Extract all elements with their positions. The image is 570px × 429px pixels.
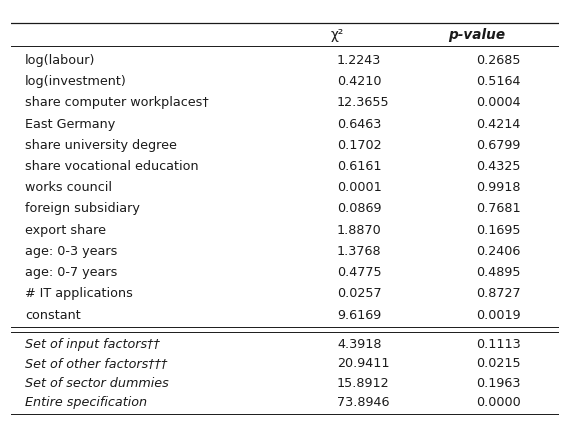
Text: 20.9411: 20.9411 [337, 357, 389, 370]
Text: 12.3655: 12.3655 [337, 97, 390, 109]
Text: 4.3918: 4.3918 [337, 338, 381, 351]
Text: 1.2243: 1.2243 [337, 54, 381, 67]
Text: log(labour): log(labour) [25, 54, 95, 67]
Text: 0.4214: 0.4214 [477, 118, 521, 130]
Text: 0.1702: 0.1702 [337, 139, 381, 152]
Text: Set of other factors†††: Set of other factors††† [25, 357, 168, 370]
Text: 0.1963: 0.1963 [477, 377, 521, 390]
Text: p-value: p-value [448, 28, 505, 42]
Text: 0.6463: 0.6463 [337, 118, 381, 130]
Text: share university degree: share university degree [25, 139, 177, 152]
Text: 0.0257: 0.0257 [337, 287, 381, 300]
Text: 0.2685: 0.2685 [477, 54, 521, 67]
Text: Entire specification: Entire specification [25, 396, 147, 409]
Text: 0.0215: 0.0215 [477, 357, 521, 370]
Text: χ²: χ² [331, 28, 344, 42]
Text: share vocational education: share vocational education [25, 160, 199, 173]
Text: foreign subsidiary: foreign subsidiary [25, 202, 140, 215]
Text: East Germany: East Germany [25, 118, 115, 130]
Text: 0.6161: 0.6161 [337, 160, 381, 173]
Text: 0.8727: 0.8727 [477, 287, 521, 300]
Text: 1.3768: 1.3768 [337, 245, 381, 258]
Text: 0.1695: 0.1695 [477, 224, 521, 237]
Text: 0.1113: 0.1113 [477, 338, 522, 351]
Text: log(investment): log(investment) [25, 75, 127, 88]
Text: age: 0-7 years: age: 0-7 years [25, 266, 117, 279]
Text: constant: constant [25, 308, 81, 322]
Text: share computer workplaces†: share computer workplaces† [25, 97, 209, 109]
Text: 15.8912: 15.8912 [337, 377, 390, 390]
Text: 0.6799: 0.6799 [477, 139, 521, 152]
Text: 0.4895: 0.4895 [477, 266, 521, 279]
Text: 9.6169: 9.6169 [337, 308, 381, 322]
Text: 0.9918: 0.9918 [477, 181, 521, 194]
Text: 0.2406: 0.2406 [477, 245, 521, 258]
Text: 0.4210: 0.4210 [337, 75, 381, 88]
Text: 0.4325: 0.4325 [477, 160, 521, 173]
Text: Set of input factors††: Set of input factors†† [25, 338, 160, 351]
Text: works council: works council [25, 181, 112, 194]
Text: 0.4775: 0.4775 [337, 266, 381, 279]
Text: 0.5164: 0.5164 [477, 75, 521, 88]
Text: 0.0019: 0.0019 [477, 308, 521, 322]
Text: export share: export share [25, 224, 106, 237]
Text: 0.0001: 0.0001 [337, 181, 382, 194]
Text: 73.8946: 73.8946 [337, 396, 389, 409]
Text: 0.0004: 0.0004 [477, 97, 521, 109]
Text: Set of sector dummies: Set of sector dummies [25, 377, 169, 390]
Text: # IT applications: # IT applications [25, 287, 133, 300]
Text: age: 0-3 years: age: 0-3 years [25, 245, 117, 258]
Text: 1.8870: 1.8870 [337, 224, 382, 237]
Text: 0.7681: 0.7681 [477, 202, 521, 215]
Text: 0.0000: 0.0000 [477, 396, 522, 409]
Text: 0.0869: 0.0869 [337, 202, 381, 215]
